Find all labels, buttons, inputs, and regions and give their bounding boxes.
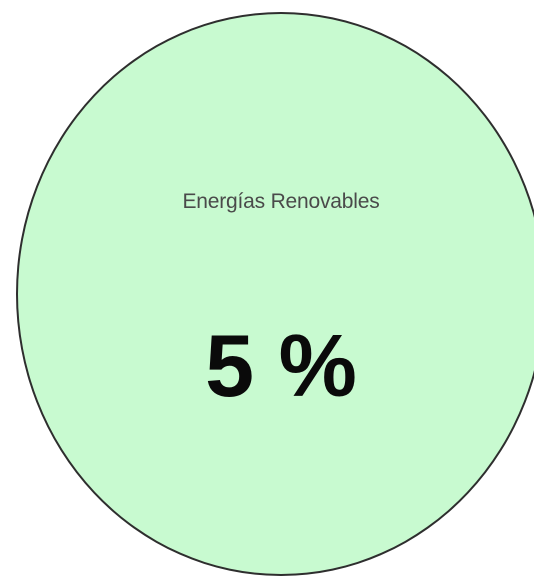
indicator-label: Energías Renovables	[182, 190, 380, 213]
indicator-circle	[16, 12, 534, 576]
indicator-value: 5 %	[205, 316, 357, 415]
